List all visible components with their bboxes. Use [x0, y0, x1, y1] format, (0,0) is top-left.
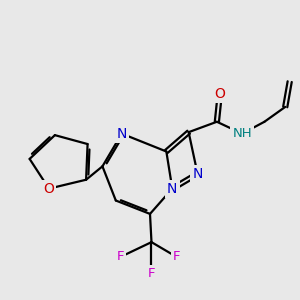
- Text: O: O: [214, 86, 225, 100]
- Text: N: N: [167, 182, 178, 196]
- Text: NH: NH: [232, 127, 252, 140]
- Text: F: F: [173, 250, 181, 263]
- Text: F: F: [148, 267, 155, 280]
- Text: N: N: [192, 167, 203, 181]
- Text: O: O: [44, 182, 54, 196]
- Text: N: N: [117, 127, 127, 141]
- Text: F: F: [116, 250, 124, 263]
